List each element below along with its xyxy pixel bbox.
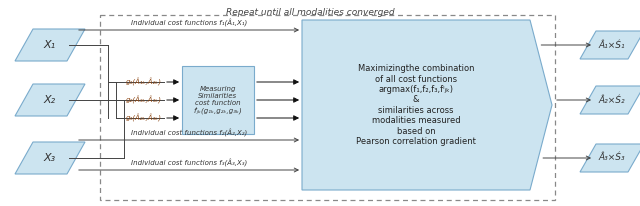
Polygon shape <box>580 86 640 114</box>
Polygon shape <box>580 144 640 172</box>
Polygon shape <box>302 20 552 190</box>
Polygon shape <box>15 84 85 116</box>
Text: X₃: X₃ <box>44 153 56 163</box>
Text: X₂: X₂ <box>44 95 56 105</box>
Polygon shape <box>15 29 85 61</box>
Polygon shape <box>580 31 640 59</box>
Text: Repeat until all modalities converged: Repeat until all modalities converged <box>226 8 394 17</box>
Text: Individual cost functions f₁(Â₁,X₁): Individual cost functions f₁(Â₁,X₁) <box>131 19 247 27</box>
Text: g₃(Â₂ₖ,Â₃ₖ): g₃(Â₂ₖ,Â₃ₖ) <box>126 114 162 122</box>
Text: Individual cost functions f₂(Â₂,X₂): Individual cost functions f₂(Â₂,X₂) <box>131 129 247 137</box>
Text: X₁: X₁ <box>44 40 56 50</box>
Text: Â₁×Ś₁: Â₁×Ś₁ <box>598 41 625 49</box>
Text: Â₂×Ś₂: Â₂×Ś₂ <box>598 96 625 104</box>
Polygon shape <box>15 142 85 174</box>
Text: Â₃×Ś₃: Â₃×Ś₃ <box>598 153 625 163</box>
Text: Measuring
Similarities
cost function
fᴵⱼₖ(g₁ₖ,g₂ₖ,g₃ₖ): Measuring Similarities cost function fᴵⱼ… <box>194 86 243 114</box>
FancyBboxPatch shape <box>182 66 254 134</box>
Text: g₁(Â₁ₖ,Â₂ₖ): g₁(Â₁ₖ,Â₂ₖ) <box>126 78 162 86</box>
Text: Maximizingthe combination
of all cost functions
argmax(f₁,f₂,f₃,fᴵⱼₖ)
&
similari: Maximizingthe combination of all cost fu… <box>356 64 476 146</box>
Text: Individual cost functions f₃(Â₃,X₃): Individual cost functions f₃(Â₃,X₃) <box>131 159 247 167</box>
Text: g₂(Â₃ₖ,Â₁ₖ): g₂(Â₃ₖ,Â₁ₖ) <box>126 96 162 104</box>
